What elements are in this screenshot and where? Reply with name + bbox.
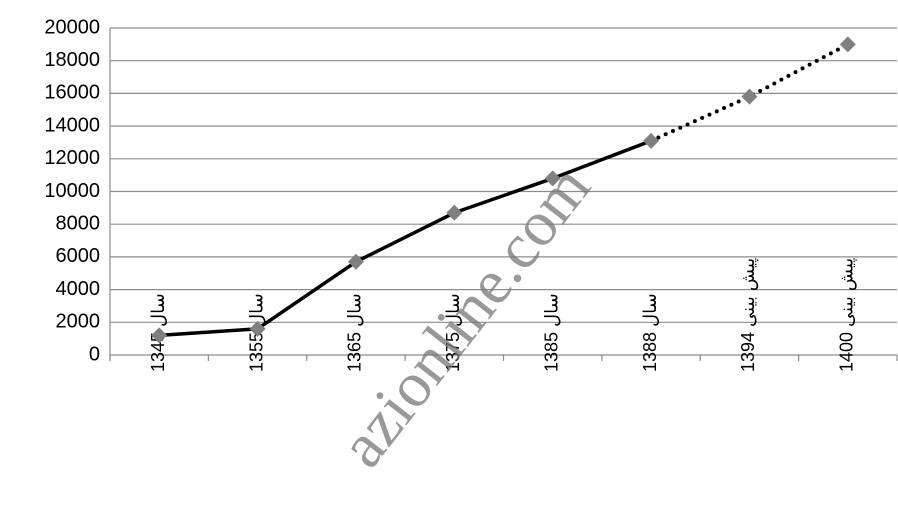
x-tick-label: سال 1365 — [345, 293, 365, 372]
line — [157, 139, 653, 338]
y-tick-label: 12000 — [44, 147, 100, 169]
x-tick-label: سال 1385 — [541, 293, 561, 372]
y-tick-label: 2000 — [56, 311, 101, 333]
marker — [151, 327, 168, 344]
y-tick-label: 0 — [89, 343, 100, 365]
y-tick-label: 18000 — [44, 49, 100, 71]
x-tick-label: پیش بینی 1394 — [738, 258, 759, 372]
y-tick-label: 8000 — [56, 212, 101, 234]
marker — [446, 204, 463, 221]
y-tick-label: 6000 — [56, 245, 101, 267]
x-tick-label: سال 1388 — [640, 293, 660, 372]
marker — [347, 253, 364, 270]
line — [649, 42, 850, 143]
marker — [544, 170, 561, 187]
x-tick-label: سال 1375 — [443, 293, 463, 372]
y-tick-label: 4000 — [56, 278, 101, 300]
y-tick-label: 14000 — [44, 114, 100, 136]
y-tick-label: 20000 — [44, 16, 100, 38]
marker — [249, 320, 266, 337]
x-tick-label: پیش بینی 1400 — [837, 258, 858, 372]
y-tick-label: 16000 — [44, 82, 100, 104]
marker — [741, 88, 758, 105]
y-tick-label: 10000 — [44, 180, 100, 202]
watermark: azionline.com — [326, 152, 604, 480]
marker — [839, 36, 856, 53]
marker — [643, 132, 660, 149]
